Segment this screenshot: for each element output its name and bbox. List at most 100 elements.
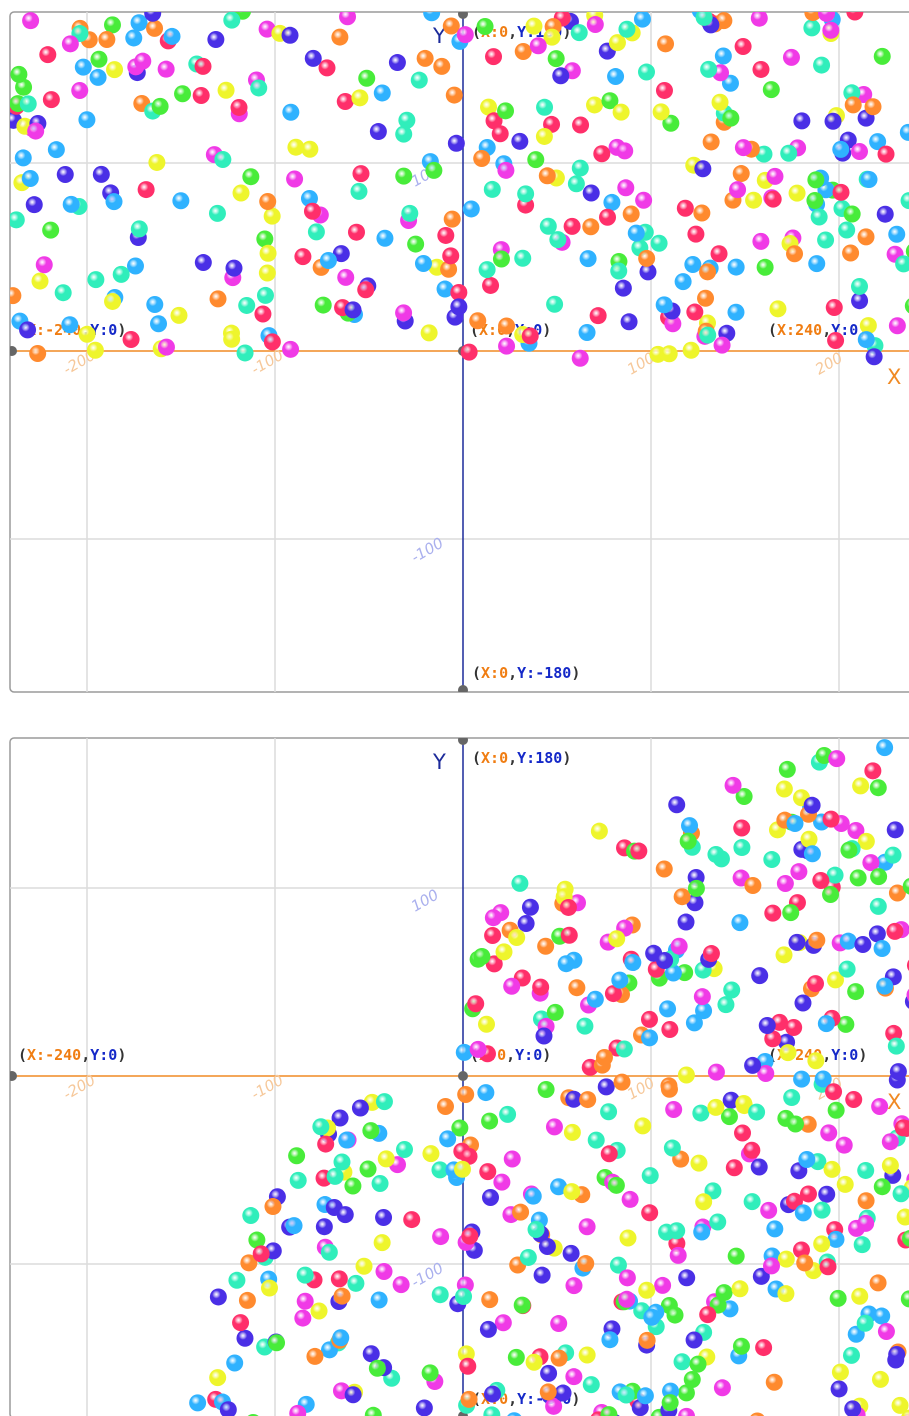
sprite-ball <box>752 232 770 250</box>
sprite-ball <box>21 169 39 187</box>
sprite-ball <box>455 1043 473 1061</box>
sprite-ball <box>693 204 711 222</box>
sprite-ball <box>304 49 322 67</box>
sprite-ball <box>219 1401 237 1416</box>
sprite-ball <box>901 1230 909 1247</box>
sprite-ball <box>27 122 45 140</box>
sprite-ball <box>849 869 867 887</box>
sprite-ball <box>717 996 735 1014</box>
sprite-ball <box>507 1412 522 1416</box>
sprite-ball <box>473 150 491 168</box>
sprite-ball <box>665 1101 683 1119</box>
sprite-ball <box>250 79 268 97</box>
sprite-ball <box>543 28 561 46</box>
sprite-ball <box>238 1291 256 1309</box>
sprite-ball <box>586 16 604 34</box>
sprite-ball <box>857 1192 875 1210</box>
sprite-ball <box>727 1247 745 1265</box>
sprite-ball <box>668 1222 686 1240</box>
sprite-ball <box>807 1052 825 1070</box>
sprite-ball <box>731 1280 749 1298</box>
sprite-ball <box>319 252 337 270</box>
sprite-ball <box>535 1027 553 1045</box>
sprite-ball <box>503 1150 521 1168</box>
sprite-ball <box>904 298 909 314</box>
coordinate-part: Y:0 <box>90 1046 117 1064</box>
sprite-ball <box>620 313 638 331</box>
sprite-ball <box>460 1390 478 1408</box>
sprite-ball <box>15 78 33 96</box>
sprite-ball <box>679 832 697 850</box>
sprite-ball <box>842 244 860 262</box>
sprite-ball <box>699 1306 717 1324</box>
sprite-ball <box>192 86 210 104</box>
sprite-ball <box>194 57 212 75</box>
sprite-ball <box>839 932 857 950</box>
sprite-ball <box>512 1203 530 1221</box>
sprite-ball <box>357 281 375 299</box>
sprite-ball <box>785 1018 803 1036</box>
sprite-ball <box>603 193 621 211</box>
sprite-ball <box>207 31 225 49</box>
sprite-ball <box>331 28 349 46</box>
sprite-ball <box>638 1331 656 1349</box>
sprite-ball <box>786 814 804 832</box>
sprite-ball <box>507 1348 525 1366</box>
sprite-ball <box>103 16 121 34</box>
sprite-ball <box>491 125 509 143</box>
sprite-ball <box>232 1314 250 1332</box>
sprite-ball <box>208 204 226 222</box>
sprite-ball <box>562 1244 580 1262</box>
sprite-ball <box>358 69 376 87</box>
sprite-ball <box>437 226 455 244</box>
sprite-ball <box>282 340 300 358</box>
stage-panel: -200-100100200100-100YX(X:0,Y:180)(X:-24… <box>9 737 909 1416</box>
axis-dot <box>10 346 17 356</box>
sprite-ball <box>375 1263 393 1281</box>
sprite-ball <box>847 822 865 840</box>
sprite-ball <box>282 103 300 121</box>
sprite-ball <box>223 12 241 29</box>
sprite-ball <box>735 788 753 806</box>
sprite-ball <box>482 276 500 294</box>
coordinate-part: ) <box>858 1046 867 1064</box>
sprite-ball <box>525 1353 543 1371</box>
sprite-ball <box>847 983 865 1001</box>
sprite-ball <box>657 35 675 53</box>
sprite-ball <box>788 184 806 202</box>
sprite-ball <box>654 1276 672 1294</box>
sprite-ball <box>840 841 858 859</box>
sprite-ball <box>611 971 629 989</box>
sprite-ball <box>476 18 494 36</box>
axis-dot <box>10 1071 17 1081</box>
sprite-ball <box>364 1406 382 1416</box>
coordinate-label: (X:240,Y:0) <box>768 321 867 339</box>
sprite-ball <box>700 60 718 78</box>
sprite-ball <box>788 933 806 951</box>
sprite-ball <box>467 995 485 1013</box>
sprite-ball <box>650 234 668 252</box>
sprite-ball <box>695 12 713 26</box>
sprite-ball <box>578 323 596 341</box>
sprite-ball <box>498 317 516 335</box>
coordinate-part: Y:0 <box>90 321 117 339</box>
sprite-ball <box>170 306 188 324</box>
sprite-ball <box>664 315 682 333</box>
sprite-ball <box>660 345 678 363</box>
sprite-ball <box>532 978 550 996</box>
sprite-ball <box>744 1056 762 1074</box>
sprite-ball <box>485 112 503 130</box>
sprite-ball <box>674 273 692 291</box>
sprite-ball <box>876 205 894 223</box>
sprite-ball <box>727 303 745 321</box>
sprite-ball <box>869 897 887 915</box>
sprite-ball <box>813 1235 831 1253</box>
coordinate-part: ( <box>472 749 481 767</box>
sprite-ball <box>540 1364 558 1382</box>
sprite-ball <box>785 1192 803 1210</box>
sprite-ball <box>641 1167 659 1185</box>
sprite-ball <box>906 959 909 971</box>
sprite-ball <box>599 208 617 226</box>
sprite-ball <box>10 211 25 229</box>
sprite-ball <box>693 988 711 1006</box>
